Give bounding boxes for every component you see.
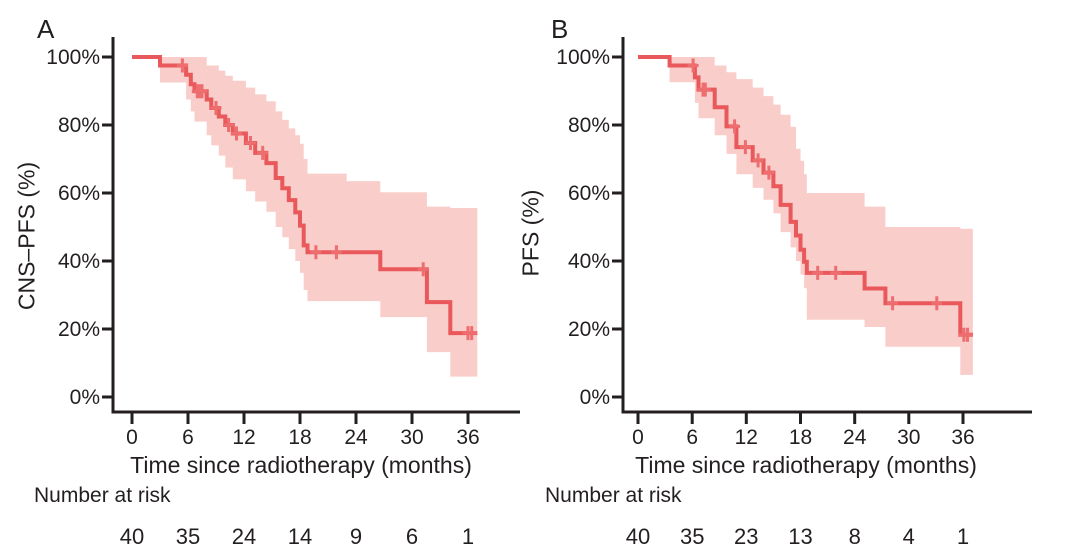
km-panel-b-plot: 0 6 12 18 24 30 36 0% 20% 40% 60% 80% 100% 40 35 23 13 8 4… [556,37,1032,549]
number-at-risk-count: 4 [903,524,915,549]
panel-b-y-axis-label: PFS (%) [517,189,544,277]
number-at-risk-count: 35 [680,524,704,549]
y-tick-label: 100% [46,46,100,69]
censor-mark [931,296,943,311]
censor-mark [887,296,899,311]
x-tick-label: 0 [632,426,644,449]
censor-mark [729,119,741,134]
censor-mark [310,245,322,260]
y-tick-label: 80% [58,114,100,137]
censor-mark [257,145,269,160]
y-tick-label: 0% [580,386,610,409]
axis-lines [111,37,520,414]
confidence-band [160,57,478,377]
km-panel-a-plot: 0 6 12 18 24 30 36 0% 20% 40% 60% 80% 100% 40 35 24 14 9 6… [46,37,520,549]
y-tick-label: 80% [568,114,610,137]
x-tick-label: 12 [232,426,255,449]
y-tick-label: 60% [568,182,610,205]
x-tick-label: 36 [951,426,974,449]
censor-mark [812,265,824,280]
panel-b-letter: B [551,14,569,44]
y-tick-label: 20% [58,318,100,341]
panel-a-y-axis-label: CNS–PFS (%) [13,161,40,311]
y-tick-label: 0% [70,386,100,409]
panel-b-number-at-risk-label: Number at risk [545,484,682,507]
censor-mark [830,265,842,280]
y-tick-label: 20% [568,318,610,341]
x-tick-label: 12 [735,426,758,449]
censor-mark [739,140,751,155]
number-at-risk-count: 14 [288,524,312,549]
number-at-risk-count: 24 [232,524,256,549]
censor-mark [223,118,235,132]
censor-mark [176,58,188,73]
number-at-risk-count: 6 [406,524,418,549]
x-tick-label: 36 [456,426,479,449]
censor-mark [196,84,208,99]
censor-mark [687,58,699,73]
censor-marks [176,58,478,341]
panel-a-x-axis-label: Time since radiotherapy (months) [130,452,472,478]
censor-mark [330,245,342,260]
x-tick-label: 30 [897,426,920,449]
censor-mark [699,82,711,97]
censor-mark [752,153,764,168]
x-tick-label: 18 [288,426,311,449]
x-tick-label: 6 [182,426,194,449]
censor-mark [466,326,478,341]
panel-b-x-axis-label: Time since radiotherapy (months) [635,452,977,478]
censor-marks [687,58,973,342]
y-tick-label: 100% [556,46,610,69]
number-at-risk-count: 23 [734,524,758,549]
number-at-risk-count: 40 [120,524,144,549]
number-at-risk-count: 13 [788,524,812,549]
number-at-risk-count: 8 [849,524,861,549]
censor-mark [417,262,429,277]
y-tick-label: 60% [58,182,100,205]
x-tick-label: 24 [843,426,867,449]
confidence-band [669,57,973,375]
x-tick-label: 18 [789,426,812,449]
axis-lines [621,37,1032,414]
x-tick-label: 24 [344,426,368,449]
y-tick-label: 40% [568,250,610,273]
censor-mark [245,136,256,150]
number-at-risk-count: 40 [626,524,650,549]
y-tick-label: 40% [58,250,100,273]
panel-a-number-at-risk-label: Number at risk [34,484,171,507]
x-tick-label: 30 [400,426,423,449]
censor-mark [231,126,242,141]
censor-mark [962,327,973,342]
number-at-risk-count: 9 [350,524,362,549]
number-at-risk-count: 1 [462,524,474,549]
censor-mark [763,165,775,180]
x-tick-label: 6 [686,426,698,449]
x-tick-label: 0 [126,426,138,449]
censor-mark [210,101,222,115]
panel-a-letter: A [37,14,55,44]
number-at-risk-count: 1 [957,524,969,549]
number-at-risk-count: 35 [176,524,200,549]
